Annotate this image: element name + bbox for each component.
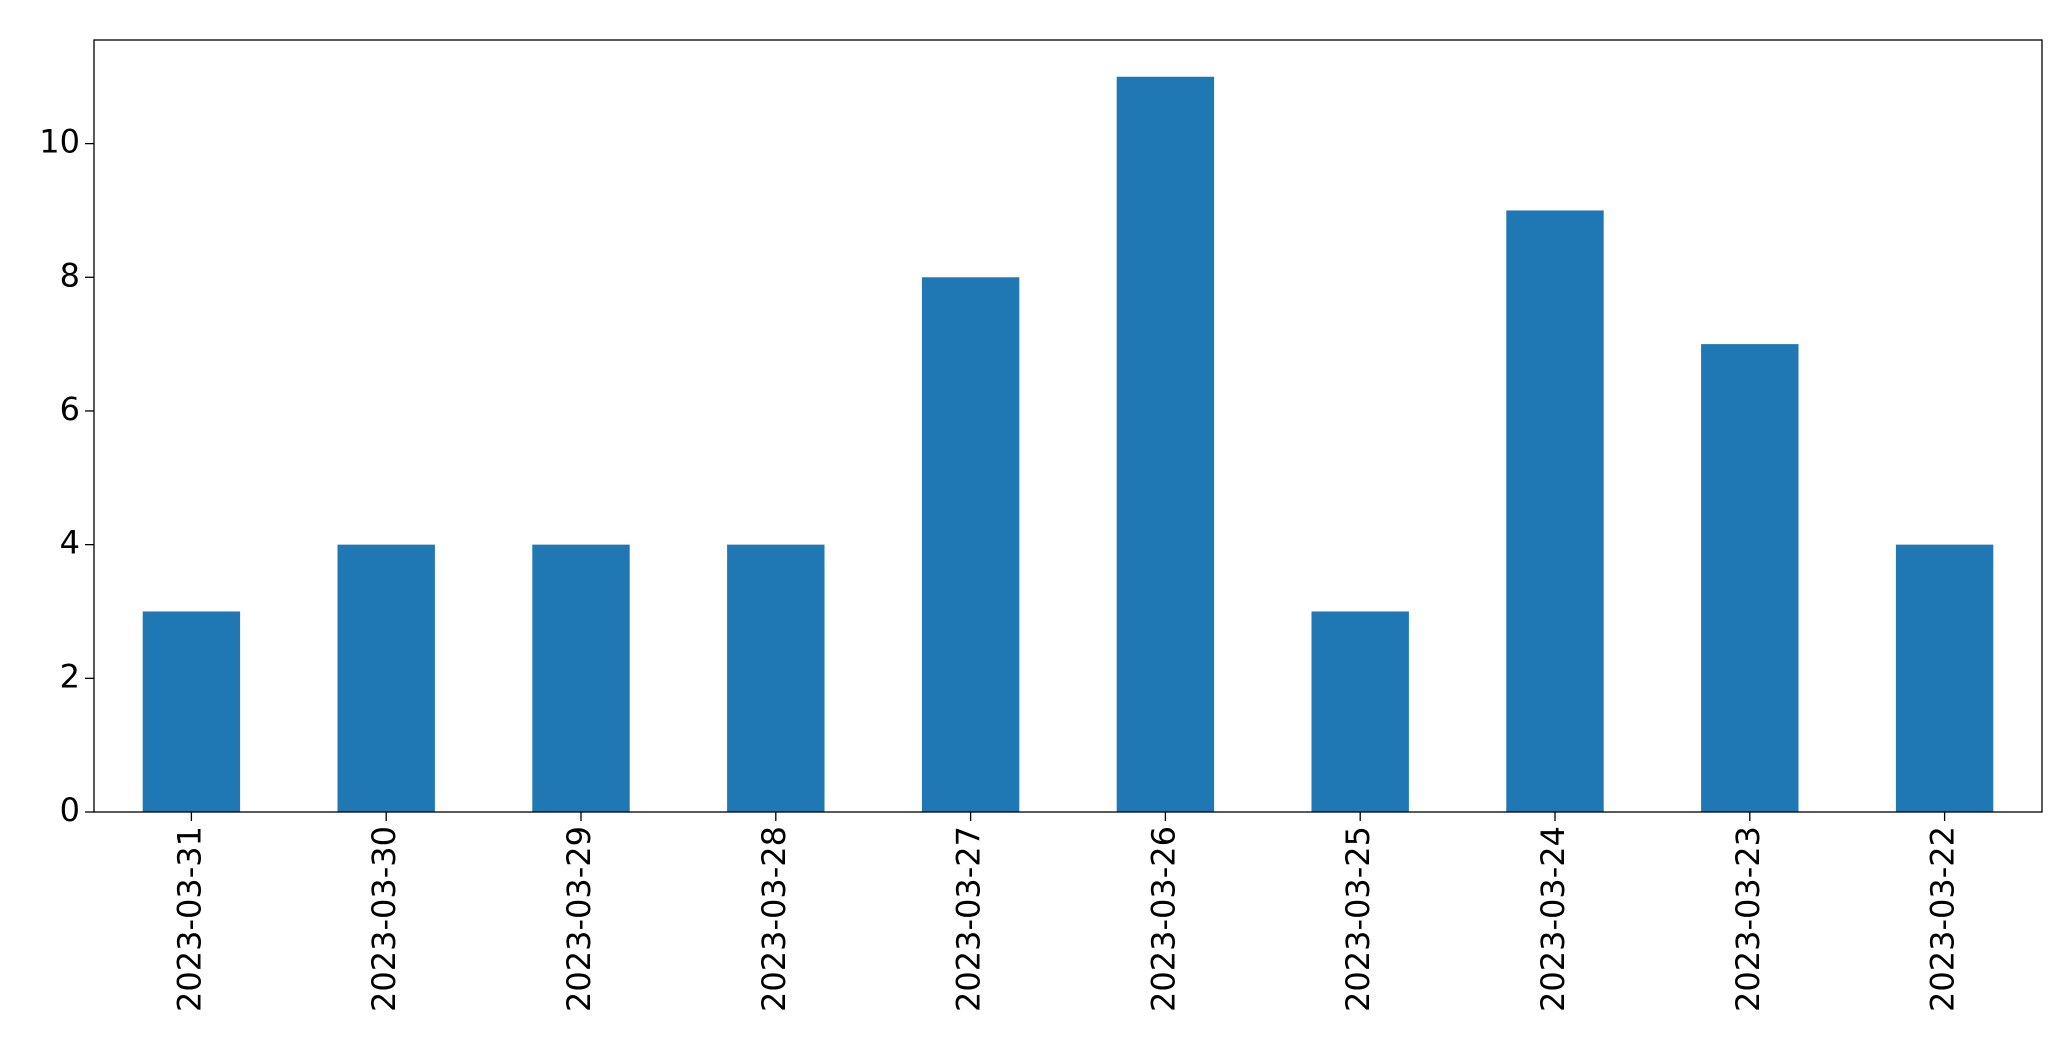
bar (1506, 210, 1604, 813)
x-tick-label: 2023-03-22 (1924, 826, 1962, 1012)
bar (727, 544, 825, 812)
x-tick-label: 2023-03-27 (950, 826, 988, 1012)
x-tick-label: 2023-03-29 (560, 826, 598, 1012)
bar (921, 277, 1020, 812)
bar (1701, 344, 1799, 812)
y-tick-label: 0 (60, 791, 80, 829)
x-tick-label: 2023-03-31 (170, 826, 208, 1012)
bar (1895, 544, 1994, 812)
y-tick-label: 6 (60, 390, 80, 428)
bar (142, 611, 241, 812)
x-tick-label: 2023-03-26 (1144, 826, 1182, 1012)
x-tick-label: 2023-03-23 (1729, 826, 1767, 1012)
axes-frame (93, 39, 2043, 813)
bar (532, 544, 630, 812)
y-tick-label: 4 (60, 524, 80, 562)
bar (1311, 611, 1409, 812)
bar (337, 544, 435, 812)
x-tick-label: 2023-03-30 (365, 826, 403, 1012)
y-tick-label: 10 (39, 123, 80, 161)
x-tick-label: 2023-03-24 (1534, 826, 1572, 1012)
x-tick-label: 2023-03-25 (1339, 826, 1377, 1012)
x-tick-label: 2023-03-28 (755, 826, 793, 1012)
y-tick-label: 2 (60, 657, 80, 695)
bar (1116, 76, 1215, 812)
y-tick-label: 8 (60, 256, 80, 294)
